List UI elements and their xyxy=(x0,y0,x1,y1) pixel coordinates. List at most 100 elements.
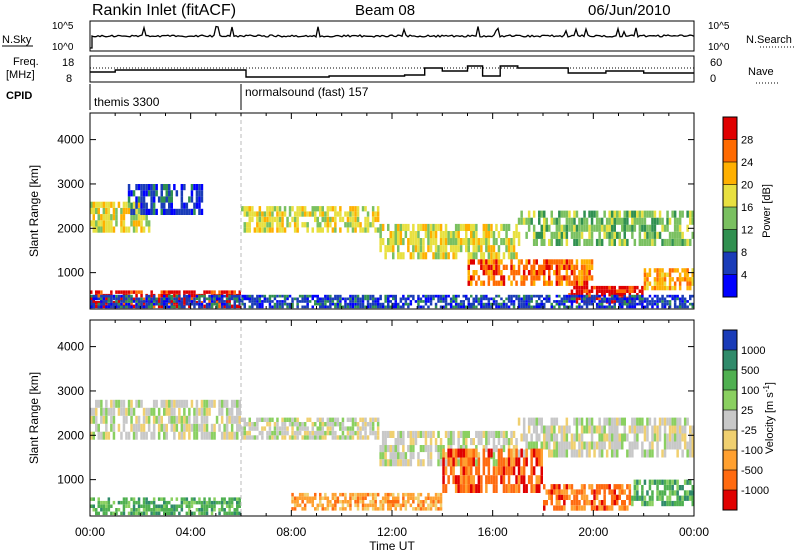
heatmap-cell xyxy=(409,238,413,246)
heatmap-cell xyxy=(288,417,292,422)
heatmap-cell xyxy=(444,484,448,493)
heatmap-cell xyxy=(286,305,289,309)
heatmap-cell xyxy=(198,208,201,215)
heatmap-cell xyxy=(424,252,428,260)
heatmap-cell xyxy=(90,294,93,298)
heatmap-cell xyxy=(356,206,360,212)
heatmap-cell xyxy=(631,449,634,458)
heatmap-cell xyxy=(527,217,531,225)
heatmap-cell xyxy=(691,425,694,434)
heatmap-cell xyxy=(610,231,614,239)
heatmap-cell xyxy=(188,304,191,309)
heatmap-cell xyxy=(160,399,163,408)
heatmap-cell xyxy=(578,293,581,297)
heatmap-cell xyxy=(92,415,95,424)
heatmap-cell xyxy=(389,459,392,467)
heatmap-cell xyxy=(283,297,287,301)
heatmap-cell xyxy=(580,505,584,511)
heatmap-cell xyxy=(502,484,506,493)
heatmap-cell xyxy=(482,466,486,476)
heatmap-cell xyxy=(658,479,662,485)
heatmap-cell xyxy=(580,417,584,426)
heatmap-cell xyxy=(364,430,367,436)
heatmap-cell xyxy=(326,503,330,508)
heatmap-cell xyxy=(223,423,226,432)
heatmap-cell xyxy=(568,484,571,490)
heatmap-cell xyxy=(568,441,571,450)
heatmap-cell xyxy=(623,425,626,434)
heatmap-cell xyxy=(618,231,621,239)
heatmap-cell xyxy=(512,430,516,438)
y-tick-label: 1000 xyxy=(57,473,84,487)
heatmap-cell xyxy=(281,227,284,233)
heatmap-cell xyxy=(495,300,498,303)
heatmap-cell xyxy=(319,206,322,212)
heatmap-cell xyxy=(306,222,309,228)
heatmap-cell xyxy=(578,289,581,293)
heatmap-cell xyxy=(656,495,659,501)
heatmap-cell xyxy=(628,489,632,495)
heatmap-cell xyxy=(283,227,287,233)
heatmap-cell xyxy=(583,425,586,434)
heatmap-cell xyxy=(236,300,239,303)
heatmap-cell xyxy=(555,300,559,303)
heatmap-cell xyxy=(110,300,113,303)
heatmap-cell xyxy=(472,270,475,276)
heatmap-cell xyxy=(397,503,400,508)
heatmap-cell xyxy=(530,417,533,426)
heatmap-cell xyxy=(459,223,463,231)
heatmap-cell xyxy=(243,302,246,306)
heatmap-cell xyxy=(296,222,299,228)
heatmap-cell xyxy=(170,508,173,512)
heatmap-cell xyxy=(220,497,224,501)
heatmap-cell xyxy=(100,415,103,424)
heatmap-cell xyxy=(326,297,330,301)
heatmap-cell xyxy=(633,289,637,293)
heatmap-cell xyxy=(349,503,352,508)
heatmap-cell xyxy=(407,238,410,246)
time-axis-label: Time UT xyxy=(369,539,415,553)
heatmap-cell xyxy=(291,297,294,301)
heatmap-cell xyxy=(553,441,556,450)
heatmap-cell xyxy=(168,208,171,215)
heatmap-cell xyxy=(454,245,458,253)
heatmap-cell xyxy=(233,508,236,512)
heatmap-cell xyxy=(135,423,138,432)
heatmap-cell xyxy=(641,417,644,426)
heatmap-cell xyxy=(429,445,433,453)
heatmap-cell xyxy=(371,302,375,306)
heatmap-cell xyxy=(548,238,551,246)
heatmap-cell xyxy=(326,417,330,422)
heatmap-cell xyxy=(127,407,131,416)
heatmap-cell xyxy=(371,300,375,303)
heatmap-cell xyxy=(112,511,116,516)
heatmap-cell xyxy=(361,435,365,440)
heatmap-cell xyxy=(371,216,375,223)
colorbar-tick-label: -1000 xyxy=(741,485,769,497)
heatmap-cell xyxy=(527,305,531,309)
heatmap-cell xyxy=(535,300,538,303)
heatmap-cell xyxy=(175,497,179,501)
heatmap-cell xyxy=(193,305,196,309)
heatmap-cell xyxy=(447,252,450,260)
heatmap-cell xyxy=(555,441,559,450)
heatmap-cell xyxy=(394,238,397,246)
heatmap-cell xyxy=(671,433,674,442)
heatmap-cell xyxy=(651,425,654,434)
heatmap-cell xyxy=(467,280,470,286)
heatmap-cell xyxy=(314,430,317,436)
heatmap-cell xyxy=(459,466,463,476)
heatmap-cell xyxy=(95,407,98,416)
heatmap-cell xyxy=(532,448,536,458)
heatmap-cell xyxy=(550,305,553,309)
heatmap-cell xyxy=(102,220,106,227)
heatmap-cell xyxy=(135,508,138,512)
heatmap-cell xyxy=(392,231,395,239)
heatmap-cell xyxy=(653,433,657,442)
heatmap-cell xyxy=(276,302,279,306)
heatmap-cell xyxy=(540,238,543,246)
heatmap-cell xyxy=(502,466,506,476)
heatmap-cell xyxy=(490,448,493,458)
heatmap-cell xyxy=(266,206,269,212)
